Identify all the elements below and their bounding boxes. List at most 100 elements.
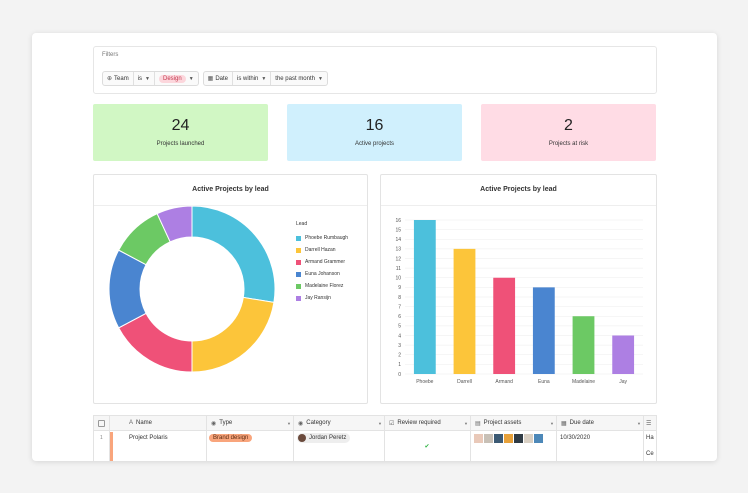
column-header-category[interactable]: ◉ Category ▼ (298, 420, 382, 427)
bar-darrell (453, 248, 476, 374)
asset-thumbnail (514, 433, 523, 443)
type-tag: Brand design (209, 434, 253, 442)
stat-value: 16 (365, 117, 384, 134)
donut-slice-phoebe-rumbaugh (191, 205, 276, 304)
more-columns-icon[interactable]: ☰ (646, 420, 652, 427)
x-tick-label: Phoebe (416, 379, 433, 385)
calendar-icon: ▦ (561, 420, 567, 427)
date-value-dropdown[interactable]: the past month ▼ (271, 72, 327, 85)
legend-item: Madelaine Florez (296, 280, 348, 292)
x-tick-label: Darrell (457, 379, 472, 385)
checkbox-field-icon: ☑ (389, 420, 395, 427)
y-tick-label: 11 (396, 266, 401, 272)
stat-card-active: 16 Active projects (287, 104, 462, 161)
avatar (298, 434, 306, 442)
chevron-down-icon: ▼ (145, 75, 150, 82)
x-tick-label: Madelaine (572, 379, 595, 385)
column-header-due[interactable]: ▦ Due date ▼ (561, 420, 641, 427)
legend-title: Lead (296, 221, 308, 227)
chevron-down-icon: ▼ (378, 420, 382, 426)
legend-swatch (296, 295, 301, 301)
legend-item: Jay Ransijn (296, 292, 348, 304)
chevron-down-icon: ▼ (550, 420, 554, 426)
chevron-down-icon: ▼ (464, 420, 468, 426)
filters-title: Filters (102, 52, 119, 58)
column-header-assets[interactable]: ▤ Project assets ▼ (475, 420, 554, 427)
chevron-down-icon: ▼ (318, 75, 323, 82)
y-tick-label: 13 (395, 247, 401, 253)
bar-chart-panel: Active Projects by lead 0 1 2 3 4 5 6 7 8 9 10 11 12… (380, 174, 657, 404)
legend-item: Phoebe Rumbaugh (296, 232, 348, 244)
y-tick-label: 7 (398, 304, 401, 310)
y-tick-label: 8 (398, 295, 401, 301)
bar-euna (532, 287, 555, 374)
team-operator-label: is (137, 75, 143, 82)
select-field-icon: ◉ (298, 420, 304, 427)
cell-type[interactable]: Brand design (209, 431, 253, 445)
team-value-dropdown[interactable]: Design ▼ (155, 72, 198, 85)
cell-due-date[interactable]: 10/30/2020 (560, 435, 591, 441)
column-header-type[interactable]: ◉ Type ▼ (211, 420, 291, 427)
team-field-label: Team (114, 75, 129, 82)
chevron-down-icon: ▼ (637, 420, 641, 426)
column-header-review[interactable]: ☑ Review required ▼ (389, 420, 468, 427)
y-tick-label: 5 (398, 324, 401, 330)
team-operator-dropdown[interactable]: is ▼ (134, 72, 155, 85)
y-tick-label: 2 (398, 353, 401, 359)
stat-value: 2 (564, 117, 573, 134)
filters-panel: Filters ⊕ Team is ▼ Design ▼ ▦ Date is withi… (93, 46, 657, 94)
collaborator-name: Jordan Peretz (309, 435, 347, 441)
cell-name[interactable]: Project Polaris (129, 435, 168, 441)
y-tick-label: 15 (395, 227, 401, 233)
x-tick-label: Armand (495, 379, 513, 385)
team-field-icon: ⊕ (107, 76, 113, 82)
y-tick-label: 14 (395, 237, 401, 243)
text-field-icon: A (129, 420, 134, 426)
legend-swatch (296, 235, 301, 241)
stat-value: 24 (171, 117, 190, 134)
donut-slice-darrell-hazan (191, 296, 275, 373)
bar-armand (493, 277, 516, 374)
legend-swatch (296, 283, 301, 289)
calendar-icon: ▦ (207, 76, 214, 82)
date-field-label: Date (215, 75, 228, 82)
chevron-down-icon: ▼ (188, 75, 194, 82)
row-color-marker (110, 432, 113, 461)
dashboard-card: Filters ⊕ Team is ▼ Design ▼ ▦ Date is withi… (32, 33, 717, 461)
date-filter[interactable]: ▦ Date is within ▼ the past month ▼ (202, 71, 328, 86)
asset-thumbnail (504, 433, 513, 443)
legend-swatch (296, 271, 301, 277)
legend-label: Jay Ransijn (305, 295, 331, 301)
legend-swatch (296, 259, 301, 265)
cell-extra[interactable]: Ce (646, 451, 654, 457)
stat-card-launched: 24 Projects launched (93, 104, 268, 161)
legend-label: Madelaine Florez (305, 283, 344, 289)
select-all-checkbox[interactable] (98, 416, 105, 430)
x-tick-label: Jay (619, 379, 627, 385)
column-header-name[interactable]: A Name (129, 420, 153, 426)
team-filter[interactable]: ⊕ Team is ▼ Design ▼ (102, 71, 199, 86)
donut-slice-jay-ransijn (156, 205, 193, 243)
asset-thumbnail (494, 433, 503, 443)
review-check-icon[interactable]: ✔ (424, 443, 430, 450)
legend-item: Armand Grammer (296, 256, 348, 268)
chevron-down-icon: ▼ (261, 75, 267, 82)
donut-legend: Lead Phoebe Rumbaugh Darrell Hazan Armand … (296, 221, 348, 304)
cell-assets[interactable] (474, 431, 543, 445)
cell-extra[interactable]: Ha (646, 435, 654, 441)
legend-swatch (296, 247, 301, 253)
asset-thumbnail (534, 433, 543, 443)
table-row[interactable]: 1 Project Polaris Brand design Jordan Pe… (94, 431, 656, 461)
row-number: 1 (100, 435, 103, 441)
y-tick-label: 1 (398, 362, 401, 368)
cell-category[interactable]: Jordan Peretz (297, 431, 351, 445)
y-tick-label: 10 (395, 276, 401, 282)
y-tick-label: 4 (398, 333, 401, 339)
legend-label: Darrell Hazan (305, 247, 336, 253)
team-value-tag: Design (159, 74, 186, 83)
legend-item: Euna Johanson (296, 268, 348, 280)
projects-table: A Name ◉ Type ▼ ◉ Category ▼ ☑ Review required… (93, 415, 657, 461)
date-operator-dropdown[interactable]: is within ▼ (233, 72, 272, 85)
stat-label: Projects launched (156, 141, 205, 147)
